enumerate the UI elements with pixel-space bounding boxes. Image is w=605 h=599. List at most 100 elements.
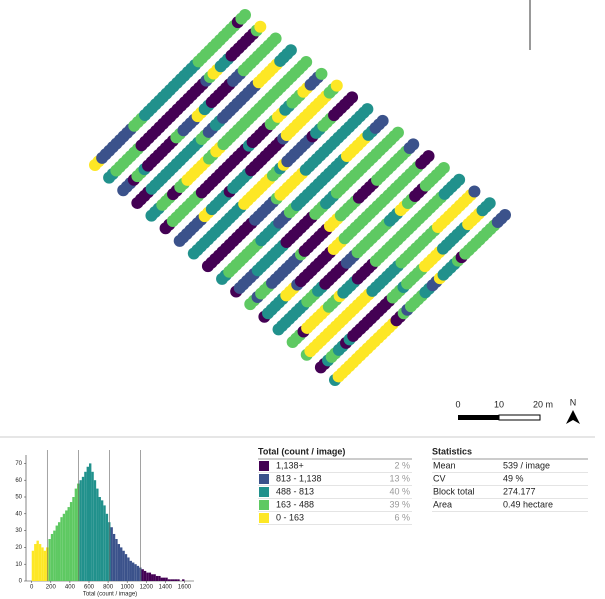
y-tick-label: 40 [15, 511, 22, 517]
legend-pct: 13 % [389, 473, 410, 483]
y-tick-label: 70 [15, 461, 22, 467]
map-point [269, 32, 282, 45]
y-tick-label: 20 [15, 545, 22, 551]
y-tick-label: 60 [15, 478, 22, 484]
map-point [453, 173, 466, 186]
map-point [468, 185, 481, 198]
scale-label: 10 [494, 399, 504, 409]
scale-label: 0 [455, 399, 460, 409]
x-tick-label: 0 [30, 585, 34, 591]
map-point [407, 138, 420, 151]
bar [57, 522, 61, 581]
bar [103, 505, 106, 581]
x-tick-label: 800 [103, 585, 114, 591]
bar [91, 471, 94, 581]
bar [167, 579, 171, 581]
bar [151, 574, 154, 581]
legend-pct: 39 % [389, 499, 410, 509]
bar [143, 570, 147, 581]
bar [146, 572, 149, 581]
legend-label: 813 - 1,138 [276, 473, 322, 483]
bar [158, 575, 161, 581]
bar [172, 579, 175, 581]
bar [96, 488, 99, 581]
legend-swatch [259, 513, 269, 523]
bar [182, 579, 185, 581]
bar [31, 550, 35, 581]
bar [79, 480, 82, 581]
y-tick-label: 30 [15, 528, 22, 534]
bar [72, 497, 75, 581]
legend-swatch [259, 500, 269, 510]
bar [43, 550, 47, 581]
bar [170, 579, 173, 581]
bar [162, 577, 166, 581]
bar [148, 572, 152, 581]
bar [81, 476, 85, 581]
stat-value: 274.177 [503, 486, 536, 496]
legend-swatch [259, 461, 269, 471]
bar [41, 547, 44, 581]
map-point [254, 20, 267, 33]
stat-name: Block total [433, 486, 475, 496]
y-tick-label: 0 [19, 579, 23, 585]
stat-value: 49 % [503, 473, 524, 483]
map-point [391, 126, 404, 139]
bar [131, 562, 135, 581]
bar [53, 530, 56, 581]
bar [48, 539, 51, 581]
bar [55, 525, 58, 581]
bar [38, 544, 42, 581]
bar [69, 502, 73, 581]
legend-pct: 40 % [389, 486, 410, 496]
x-tick-label: 400 [65, 585, 76, 591]
map-point [346, 91, 359, 104]
bar [160, 577, 163, 581]
bar [177, 579, 180, 581]
bar [65, 510, 68, 581]
map-point [315, 67, 328, 80]
x-tick-label: 1400 [159, 585, 173, 591]
stat-name: CV [433, 473, 446, 483]
x-tick-label: 200 [46, 585, 57, 591]
x-tick-label: 600 [84, 585, 95, 591]
bar [134, 564, 137, 581]
bar [115, 539, 118, 581]
legend-label: 163 - 488 [276, 499, 314, 509]
bar [89, 463, 92, 581]
map-point [437, 161, 450, 174]
legend-swatch [259, 474, 269, 484]
scale-bar [458, 415, 499, 420]
scale-label: 20 m [533, 399, 553, 409]
stat-value: 0.49 hectare [503, 499, 553, 509]
bar [84, 471, 87, 581]
bar [120, 547, 123, 581]
map-point [376, 114, 389, 127]
bar [36, 540, 39, 581]
map-point [239, 9, 251, 21]
scale-bar [498, 414, 541, 421]
bar [34, 544, 37, 581]
bar [98, 497, 101, 581]
stat-name: Area [433, 499, 452, 509]
stat-name: Mean [433, 460, 456, 470]
legend-pct: 2 % [394, 460, 410, 470]
bar [136, 565, 140, 581]
north-arrow [566, 410, 580, 424]
map-point [483, 197, 496, 210]
map-point [422, 150, 435, 163]
bar [122, 550, 125, 581]
histogram: 0 10 20 30 40 50 60 70 0 200 400 600 800 1000 1200 1400… [15, 450, 194, 598]
bar [141, 569, 144, 581]
map-point [361, 103, 374, 116]
bar [50, 533, 54, 581]
bar [74, 488, 78, 581]
x-tick-label: 1600 [178, 585, 192, 591]
y-tick-label: 10 [15, 562, 22, 568]
map [89, 9, 511, 386]
bar [67, 507, 70, 581]
bar [155, 575, 159, 581]
bar [110, 527, 113, 581]
bar [124, 554, 128, 581]
